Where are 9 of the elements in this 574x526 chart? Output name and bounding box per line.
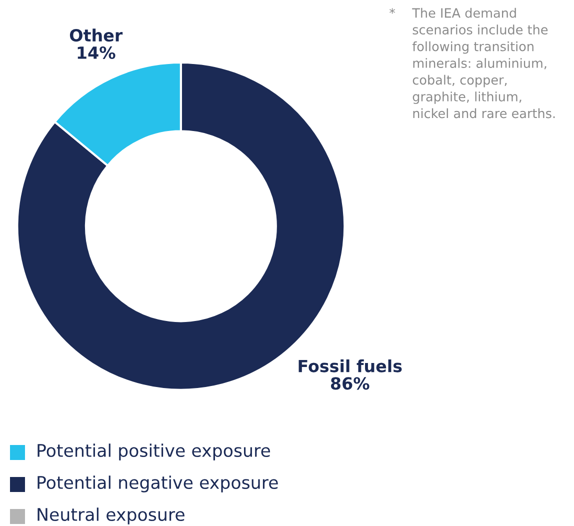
text: Potential negative exposure: [38, 476, 278, 492]
text: The IEA demand scenarios include the following transition minerals: aluminium, cobalt, copper, graphite, lithium, nickel and rare earths.: [412, 8, 555, 118]
text: Potential positive exposure: [38, 444, 270, 460]
text: *: [390, 8, 396, 14]
slice-label: Fossil fuels: [298, 359, 402, 372]
text: Neutral exposure: [38, 508, 184, 524]
slice-label: Other: [70, 28, 123, 42]
data-label: 14%: [78, 46, 116, 59]
data-label: 86%: [330, 377, 370, 390]
